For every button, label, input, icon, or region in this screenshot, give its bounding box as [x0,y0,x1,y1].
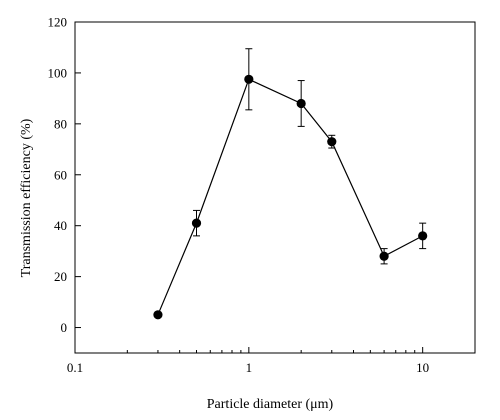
x-tick-label: 1 [246,360,253,375]
data-point [327,137,337,147]
y-tick-label: 120 [48,15,68,30]
y-axis-label: Transmission efficiency (%) [19,118,34,277]
data-point [153,310,163,320]
y-tick-label: 60 [54,167,67,182]
x-axis-label: Particle diameter (μm) [207,397,334,412]
x-tick-label: 10 [416,360,429,375]
data-point [418,231,428,241]
data-point [296,98,306,109]
y-tick-label: 20 [54,269,67,284]
y-tick-label: 0 [61,320,68,335]
data-point [244,74,254,84]
series-line [157,78,423,316]
plot-area: 0 20 40 60 80 100 120 0.1 1 10 [48,15,476,375]
y-tick-label: 80 [54,116,67,131]
data-point [379,251,389,261]
data-point [191,218,202,228]
plot-frame [74,21,476,354]
x-tick-label: 0.1 [67,360,83,375]
y-tick-label: 40 [54,218,67,233]
y-tick-label: 100 [48,65,68,80]
